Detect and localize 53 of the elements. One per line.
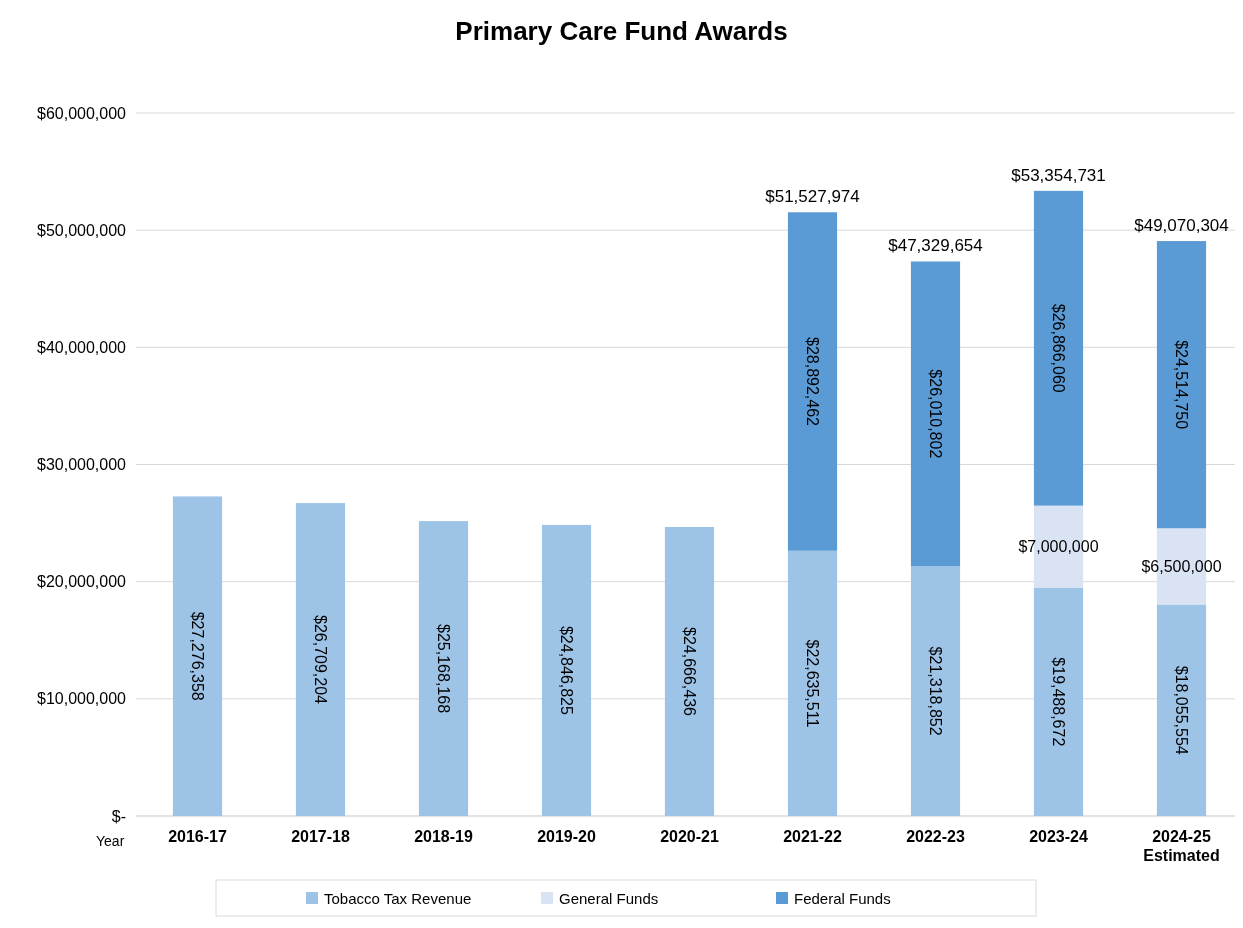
- bar: [910, 261, 961, 567]
- bar: [787, 212, 838, 551]
- data-label: $26,866,060: [1050, 303, 1067, 393]
- y-tick-label: $60,000,000: [37, 104, 127, 122]
- total-label: $51,527,974: [765, 187, 860, 207]
- total-label: $47,329,654: [888, 236, 983, 256]
- x-tick-label: 2019-20: [537, 828, 596, 845]
- bar: [1033, 190, 1084, 506]
- bar: [664, 526, 715, 816]
- x-tick-label: 2017-18: [291, 828, 350, 845]
- x-tick-label: 2018-19: [414, 828, 473, 845]
- x-tick-label: 2020-21: [660, 828, 719, 845]
- total-label: $53,354,731: [1011, 165, 1106, 185]
- legend-label: Federal Funds: [794, 889, 891, 907]
- x-tick-label: 2022-23: [906, 828, 965, 845]
- data-label: $26,010,802: [927, 369, 944, 459]
- y-tick-label: $20,000,000: [37, 573, 127, 591]
- y-tick-label: $50,000,000: [37, 221, 127, 239]
- data-label: $18,055,554: [1173, 665, 1190, 755]
- x-tick-label: 2021-22: [783, 828, 842, 845]
- x-tick-label: 2016-17: [168, 828, 227, 845]
- total-label: $49,070,304: [1134, 216, 1229, 236]
- bar: [295, 503, 346, 816]
- bar: [787, 550, 838, 816]
- data-label: $21,318,852: [927, 646, 944, 736]
- bar: [1156, 241, 1207, 529]
- data-label: $24,846,825: [558, 625, 575, 716]
- y-tick-label: $40,000,000: [37, 338, 127, 356]
- legend-label: Tobacco Tax Revenue: [324, 889, 472, 907]
- x-tick-label: 2024-25 Estimated: [1143, 828, 1220, 864]
- x-tick-label: 2023-24: [1029, 828, 1088, 845]
- data-label: $27,276,358: [189, 611, 206, 701]
- bar: [1156, 604, 1207, 816]
- data-label: $24,514,750: [1173, 340, 1190, 430]
- data-label: $19,488,672: [1050, 657, 1067, 747]
- legend-label: General Funds: [559, 889, 659, 907]
- data-label: $22,635,511: [804, 639, 821, 728]
- chart-title: Primary Care Fund Awards: [455, 16, 788, 46]
- bar: [172, 496, 223, 816]
- data-label: $6,500,000: [1141, 557, 1222, 575]
- bar: [910, 566, 961, 816]
- y-tick-label: $10,000,000: [37, 690, 127, 708]
- data-label: $7,000,000: [1018, 538, 1099, 556]
- data-label: $28,892,462: [804, 337, 821, 427]
- x-axis-title: Year: [96, 833, 125, 849]
- y-tick-label: $30,000,000: [37, 456, 127, 473]
- data-label: $26,709,204: [312, 615, 329, 705]
- bar: [1033, 587, 1084, 816]
- data-label: $24,666,436: [681, 627, 698, 717]
- bar: [541, 524, 592, 816]
- y-tick-label: $-: [111, 807, 126, 825]
- data-label: $25,168,168: [435, 624, 452, 714]
- bar: [418, 521, 469, 816]
